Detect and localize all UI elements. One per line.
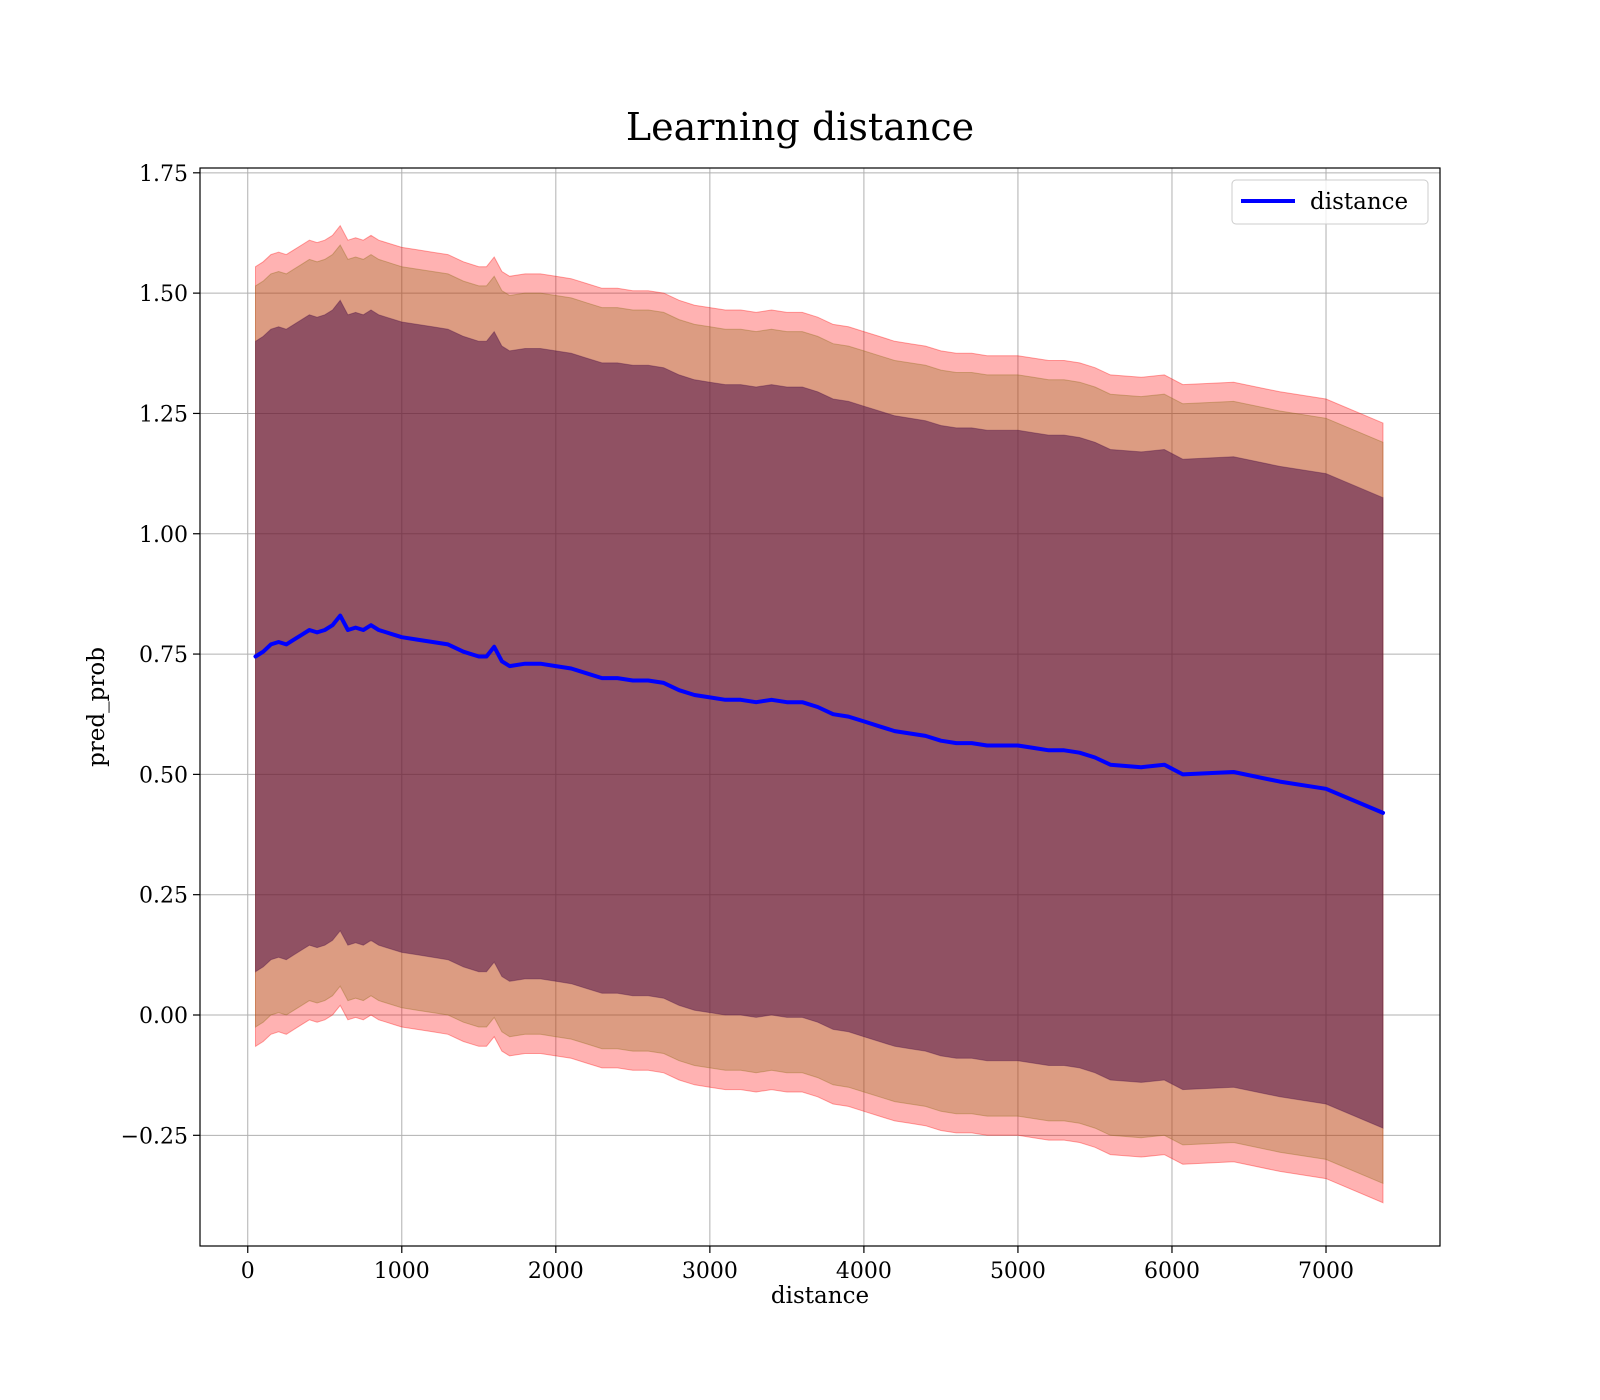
x-tick-label: 2000: [528, 1259, 584, 1284]
x-tick-label: 3000: [682, 1259, 738, 1284]
y-tick-label: 0.00: [139, 1004, 188, 1029]
x-tick-label: 4000: [836, 1259, 892, 1284]
x-axis-ticks: 0 1000 2000 3000 4000 5000 6000 7000: [241, 1246, 1354, 1284]
x-tick-label: 7000: [1298, 1259, 1354, 1284]
confidence-bands: [255, 224, 1384, 1204]
plot-frame: [199, 167, 1441, 1247]
legend-label: distance: [1310, 189, 1408, 215]
y-tick-label: 1.50: [139, 282, 188, 307]
y-tick-label: 0.50: [139, 763, 188, 788]
y-tick-label: 1.25: [139, 402, 188, 427]
y-tick-label: 0.25: [139, 884, 188, 909]
legend-box: [1231, 179, 1429, 225]
series-line-distance: [253, 613, 1385, 815]
x-axis-label: distance: [771, 1283, 869, 1309]
x-tick-label: 5000: [990, 1259, 1046, 1284]
y-tick-label: 1.00: [139, 523, 188, 548]
x-tick-label: 6000: [1144, 1259, 1200, 1284]
y-tick-label: 1.75: [139, 162, 188, 187]
legend: distance: [1231, 179, 1429, 225]
y-tick-label: −0.25: [121, 1124, 188, 1149]
x-tick-label: 1000: [374, 1259, 430, 1284]
y-axis-label: pred_prob: [84, 647, 110, 767]
series-line-layer: [253, 613, 1385, 815]
chart-title: Learning distance: [626, 105, 974, 149]
x-tick-label: 0: [241, 1259, 255, 1284]
y-tick-label: 0.75: [139, 643, 188, 668]
y-axis-ticks: −0.25 0.00 0.25 0.50 0.75 1.00 1.25 1.50 1.75: [121, 162, 200, 1149]
band-inner: [255, 299, 1384, 1129]
